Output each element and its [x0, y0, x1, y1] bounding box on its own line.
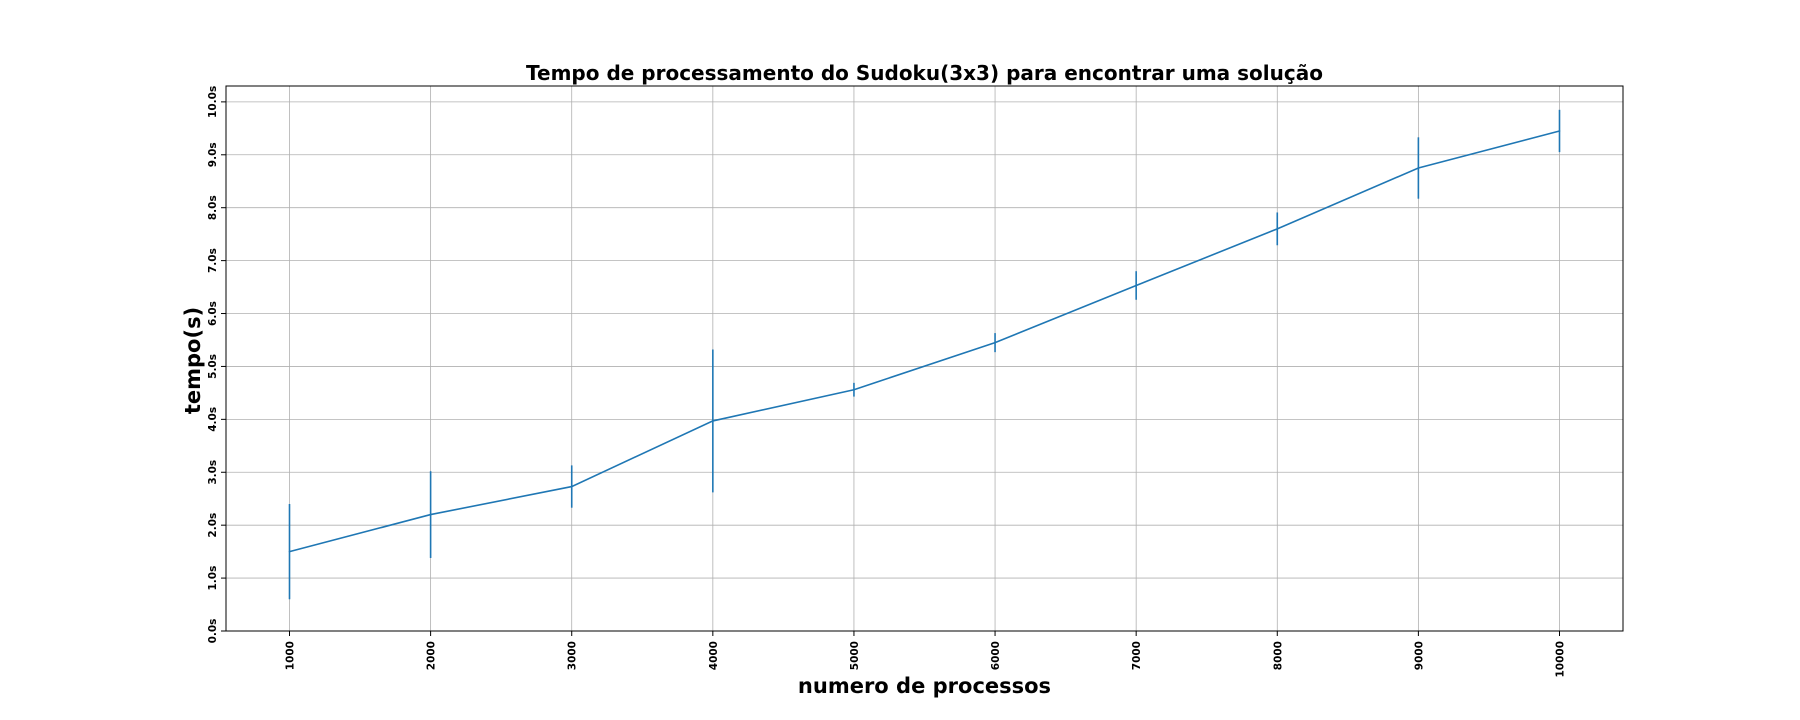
x-tick-label: 7000 — [1131, 641, 1143, 670]
y-tick-label: 5.0s — [207, 354, 219, 379]
x-tick-label: 3000 — [567, 641, 579, 670]
data-point — [994, 341, 996, 344]
series-layer — [288, 109, 1561, 600]
x-tick-label: 2000 — [426, 641, 438, 670]
y-tick-label: 2.0s — [207, 513, 219, 538]
x-tick-label: 8000 — [1272, 641, 1284, 670]
y-tick-label: 6.0s — [207, 301, 219, 326]
series-line — [289, 130, 1560, 553]
y-axis-label: tempo(s) — [181, 307, 205, 414]
data-point — [1135, 284, 1137, 287]
y-tick-label: 1.0s — [207, 566, 219, 591]
x-tick-label: 4000 — [708, 641, 720, 670]
y-tick-label: 10.0s — [207, 86, 219, 118]
x-tick-label: 6000 — [990, 641, 1002, 670]
y-tick-label: 3.0s — [207, 460, 219, 485]
chart-title: Tempo de processamento do Sudoku(3x3) pa… — [526, 61, 1323, 85]
data-point — [1558, 130, 1561, 132]
x-axis-label: numero de processos — [798, 674, 1051, 698]
y-tick-label: 9.0s — [207, 142, 219, 167]
data-point — [429, 513, 432, 516]
y-tick-label: 4.0s — [207, 407, 219, 432]
x-tick-label: 10000 — [1555, 641, 1567, 678]
y-tick-label: 7.0s — [207, 248, 219, 273]
y-tick-label: 8.0s — [207, 195, 219, 220]
data-point — [570, 485, 573, 488]
x-tick-label: 1000 — [285, 641, 297, 670]
data-point — [853, 388, 855, 391]
data-point — [288, 550, 291, 553]
x-tick-label: 9000 — [1413, 641, 1425, 670]
axis-ticks: 1000 2000 3000 4000 5000 6000 7000 8000 9000 1000… — [207, 86, 1567, 678]
data-point — [712, 420, 714, 422]
grid — [226, 86, 1623, 631]
plot-frame — [225, 85, 1624, 632]
x-tick-label: 5000 — [849, 641, 861, 670]
data-point — [1276, 228, 1279, 230]
data-point — [1417, 167, 1420, 169]
y-tick-label: 0.0s — [207, 619, 219, 644]
